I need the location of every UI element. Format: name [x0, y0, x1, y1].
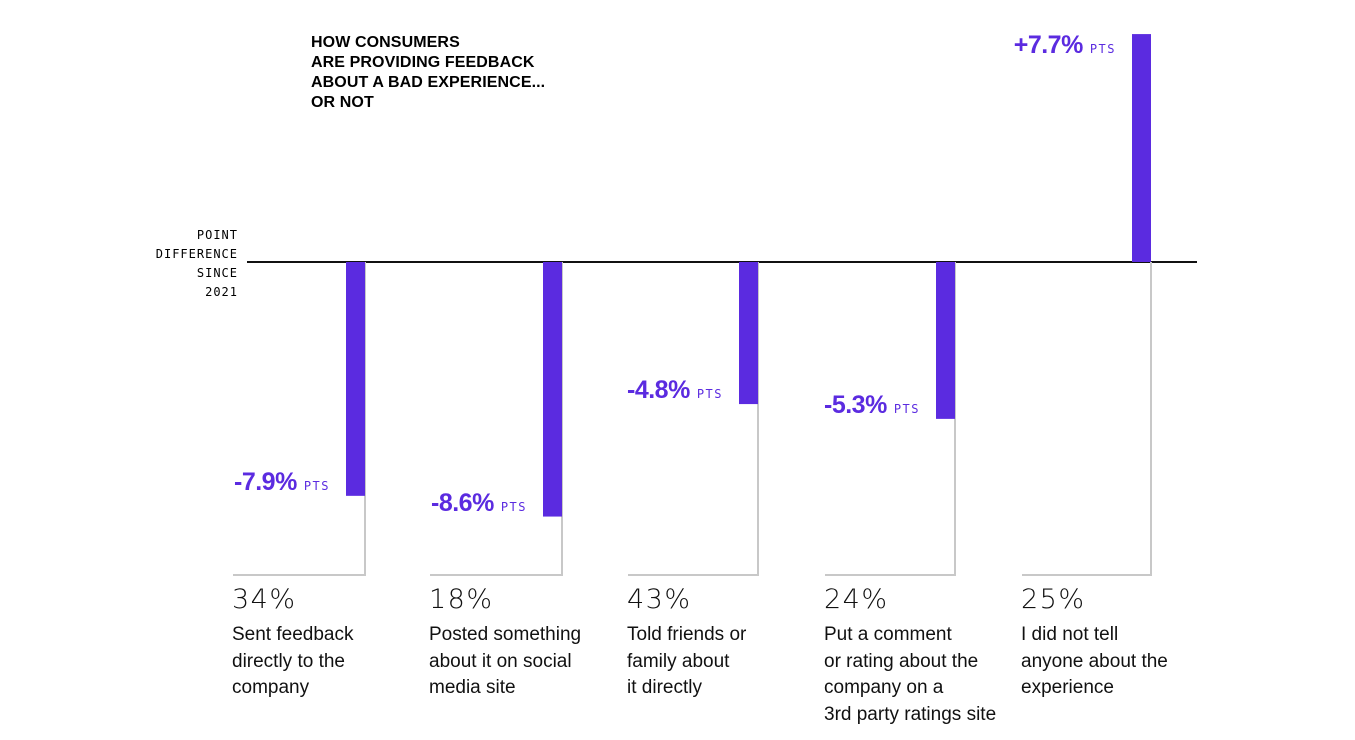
category-label: Sent feedback directly to the company: [232, 622, 432, 702]
category-label: Told friends or family about it directly: [627, 622, 827, 702]
change-bar: [936, 262, 955, 419]
category-label-line: directly to the: [232, 650, 345, 672]
category-label-line: Sent feedback: [232, 624, 354, 645]
category-label-line: it directly: [627, 677, 702, 698]
change-bar: [1132, 34, 1151, 262]
change-bar: [346, 262, 365, 496]
leader-line: [233, 262, 366, 576]
chart-title-line: ABOUT A BAD EXPERIENCE...: [311, 74, 546, 91]
category-label-line: family about: [627, 650, 730, 672]
change-unit: PTS: [303, 478, 330, 493]
change-label: +7.7% PTS: [1014, 31, 1116, 60]
category-label: I did not tell anyone about the experience: [1021, 622, 1221, 702]
category-label-line: media site: [429, 677, 516, 698]
category-label-line: I did not tell: [1021, 624, 1119, 645]
change-bar: [543, 262, 562, 517]
leader-line: [430, 262, 563, 576]
y-axis-label-line: SINCE: [196, 266, 238, 280]
category-label-line: experience: [1021, 677, 1114, 698]
leader-line: [628, 262, 759, 576]
share-value: 34%: [232, 584, 297, 615]
y-axis-label-line: 2021: [205, 285, 238, 299]
category-label-line: company: [232, 677, 310, 698]
change-label: -4.8% PTS: [627, 376, 723, 405]
category-label-line: company on a: [824, 677, 944, 698]
change-unit: PTS: [696, 387, 723, 402]
chart-title-line: OR NOT: [311, 94, 374, 111]
change-value: -4.8%: [627, 376, 690, 405]
category-label-line: 3rd party ratings site: [824, 703, 997, 725]
share-value: 25%: [1021, 584, 1086, 615]
leader-line: [1022, 262, 1152, 576]
share-value: 43%: [627, 584, 692, 615]
y-axis-label: POINT DIFFERENCE SINCE 2021: [120, 226, 238, 302]
change-value: -5.3%: [824, 390, 887, 419]
share-value: 18%: [429, 584, 494, 615]
change-unit: PTS: [893, 401, 920, 416]
chart-title-line: ARE PROVIDING FEEDBACK: [311, 54, 535, 71]
change-unit: PTS: [500, 499, 527, 514]
category-label-line: Told friends or: [627, 624, 747, 645]
chart-title-line: HOW CONSUMERS: [311, 34, 460, 51]
share-value: 24%: [824, 584, 889, 615]
category-label-line: Put a comment: [824, 624, 952, 645]
y-axis-label-line: DIFFERENCE: [155, 247, 238, 261]
change-unit: PTS: [1089, 42, 1116, 57]
change-value: -8.6%: [431, 488, 494, 517]
category-label-line: or rating about the: [824, 650, 979, 672]
category-label-line: about it on social: [429, 650, 572, 672]
change-label: -7.9% PTS: [234, 468, 330, 497]
change-value: +7.7%: [1013, 31, 1084, 60]
category-label-line: anyone about the: [1021, 650, 1168, 672]
change-value: -7.9%: [234, 467, 297, 496]
y-axis-label-line: POINT: [196, 228, 238, 242]
category-label: Posted something about it on social media …: [429, 622, 629, 702]
change-label: -5.3% PTS: [824, 391, 920, 420]
change-bar: [739, 262, 758, 405]
chart-title: HOW CONSUMERS ARE PROVIDING FEEDBACK ABO…: [311, 33, 545, 113]
change-label: -8.6% PTS: [431, 489, 527, 518]
category-label: Put a comment or rating about the company …: [824, 622, 1024, 728]
category-label-line: Posted something: [429, 624, 582, 645]
